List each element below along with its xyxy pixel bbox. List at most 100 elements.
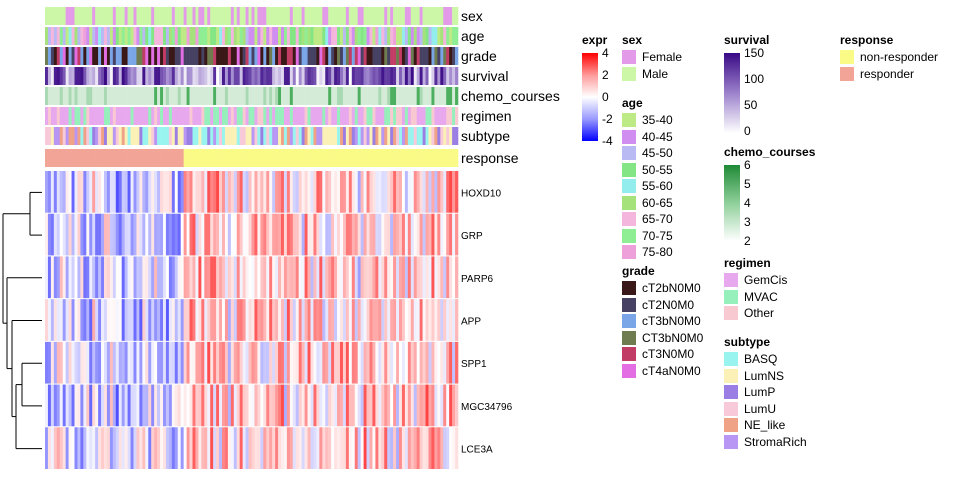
heatmap-cell [319,299,323,341]
heatmap-cell [201,213,205,256]
legend-swatch [622,363,636,378]
heatmap-cell [101,341,105,384]
annotation-cell-subtype [195,127,199,145]
annotation-cell-survival [340,67,344,85]
annotation-cell-response [180,149,184,167]
annotation-cell-survival [101,67,105,85]
annotation-cell-sex [174,7,179,25]
heatmap-cell [163,384,167,427]
heatmap-cell [59,171,63,213]
heatmap-cell [80,256,84,299]
annotation-cell-response [224,149,229,167]
heatmap-cell [313,427,317,469]
annotation-cell-age [186,27,190,45]
annotation-cell-subtype [360,127,364,145]
heatmap-cell [428,341,432,384]
annotation-cell-sex [322,7,326,25]
expr-tick: 0 [602,90,609,104]
annotation-cell-grade [83,47,87,65]
annotation-cell-regimen [213,107,217,125]
heatmap-cell [257,341,261,384]
chemo-courses-colorbar [724,165,740,241]
subtype-legend-title: subtype [724,335,771,349]
heatmap-cell [375,341,379,384]
annotation-cell-chemo-courses [160,87,164,105]
annotation-cell-survival [375,67,379,85]
annotation-cell-regimen [130,107,134,125]
expr-tick: -2 [602,112,613,126]
heatmap-cell [133,256,137,299]
annotation-cell-response [378,149,382,167]
heatmap-cell [59,256,63,299]
legend-item: cT2N0M0 [622,297,703,314]
annotation-cell-survival [195,67,199,85]
heatmap-cell [360,427,364,469]
annotation-cell-regimen [207,107,211,125]
annotation-cell-regimen [121,107,125,125]
heatmap-cell [59,341,63,384]
heatmap-cell [112,171,117,213]
annotation-cell-response [384,149,388,167]
heatmap-cell [283,213,288,256]
heatmap-cell [401,213,406,256]
annotation-cell-sex [254,7,258,25]
annotation-cell-regimen [313,107,317,125]
heatmap-cell [248,427,252,469]
annotation-cell-chemo-courses [310,87,314,105]
heatmap-cell [404,427,409,469]
annotation-cell-grade [47,47,52,65]
heatmap-cell [422,299,426,341]
annotation-cell-survival [416,67,420,85]
annotation-cell-response [428,149,432,167]
heatmap-cell [254,299,258,341]
annotation-cell-response [322,149,326,167]
annotation-cell-subtype [86,127,90,145]
heatmap-cell [151,341,155,384]
heatmap-cell [106,299,111,341]
annotation-cell-age [283,27,288,45]
annotation-cell-survival [157,67,161,85]
heatmap-cell [337,299,341,341]
annotation-cell-response [260,149,264,167]
annotation-cell-subtype [319,127,323,145]
heatmap-cell [112,384,117,427]
heatmap-cell [195,256,199,299]
heatmap-cell [275,256,279,299]
heatmap-cell [248,256,252,299]
heatmap-cell [413,256,417,299]
heatmap-cell [224,427,229,469]
heatmap-cell [310,213,314,256]
annotation-cell-subtype [177,127,181,145]
annotation-cell-sex [168,7,173,25]
heatmap-cell [286,171,291,213]
annotation-cell-subtype [106,127,111,145]
annotation-cell-subtype [171,127,176,145]
heatmap-cell [337,171,341,213]
heatmap-cell [425,341,429,384]
heatmap-cell [407,341,412,384]
annotation-cell-grade [396,47,400,65]
annotation-cell-grade [416,47,420,65]
heatmap-cell [322,341,326,384]
heatmap-cell [431,427,435,469]
annotation-cell-age [230,27,235,45]
heatmap-cell [419,256,423,299]
annotation-cell-age [80,27,84,45]
annotation-cell-age [71,27,75,45]
legend-item: 50-55 [622,162,673,179]
annotation-cell-regimen [74,107,78,125]
heatmap-cell [95,213,99,256]
heatmap-cell [351,427,356,469]
heatmap-cell [160,213,164,256]
annotation-cell-chemo-courses [86,87,90,105]
annotation-cell-age [401,27,406,45]
annotation-cell-survival [363,67,367,85]
heatmap-cell [45,299,49,341]
heatmap-cell [183,341,187,384]
annotation-cell-grade [189,47,193,65]
annotation-cell-age [127,27,131,45]
heatmap-cell [195,299,199,341]
heatmap-cell [118,384,122,427]
heatmap-cell [366,256,370,299]
annotation-cell-chemo-courses [219,87,223,105]
